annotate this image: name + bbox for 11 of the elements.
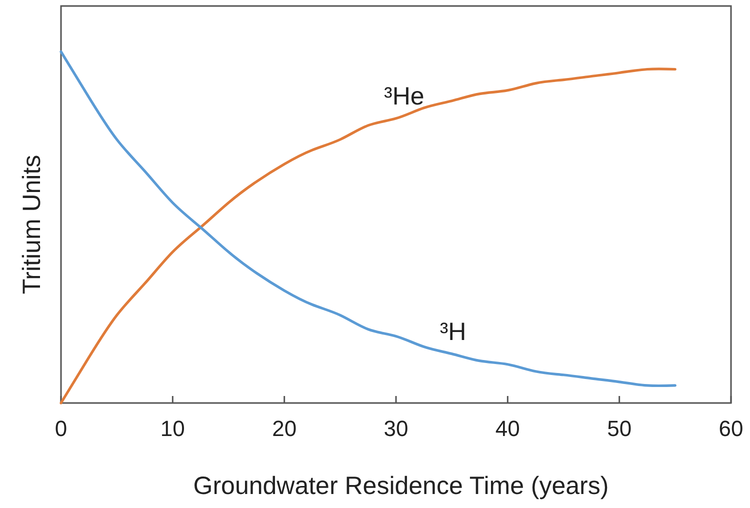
y-axis-title: Tritium Units bbox=[18, 154, 46, 294]
x-tick-label: 0 bbox=[54, 416, 68, 441]
x-tick-label: 50 bbox=[607, 416, 632, 441]
x-tick-label: 10 bbox=[160, 416, 185, 441]
x-axis-title: Groundwater Residence Time (years) bbox=[193, 472, 609, 500]
series-label: ³He bbox=[384, 82, 424, 110]
x-tick-label: 40 bbox=[495, 416, 520, 441]
x-tick-label: 60 bbox=[718, 416, 744, 441]
x-tick-label: 20 bbox=[272, 416, 297, 441]
series-label: ³H bbox=[440, 318, 466, 346]
x-tick-label: 30 bbox=[384, 416, 408, 441]
